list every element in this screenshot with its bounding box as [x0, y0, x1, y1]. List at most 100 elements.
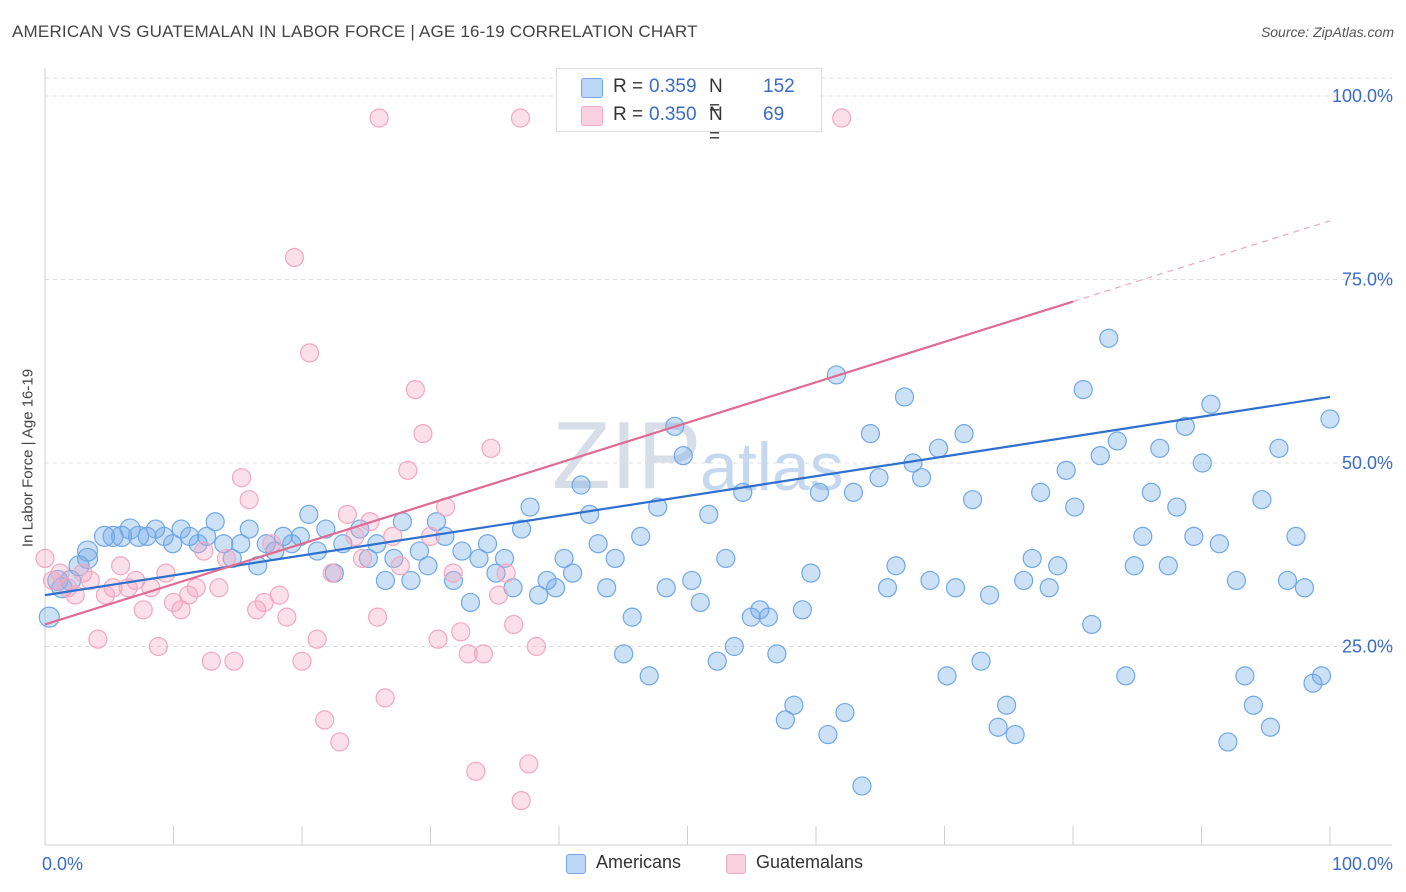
point-americans	[988, 717, 1008, 737]
point-americans	[1048, 556, 1068, 576]
trend-lines	[44, 220, 1331, 626]
point-americans	[1269, 438, 1289, 458]
point-americans	[656, 578, 676, 598]
legend-guatemalans-label: Guatemalans	[756, 852, 864, 872]
r-value: 0.359	[649, 76, 697, 97]
point-americans	[554, 548, 574, 569]
legend-americans-swatch	[566, 854, 586, 874]
point-americans	[792, 600, 812, 620]
point-americans	[690, 592, 710, 613]
point-americans	[1226, 570, 1246, 591]
point-americans	[1201, 394, 1221, 414]
point-americans	[639, 666, 659, 686]
point-americans	[784, 695, 804, 715]
x-tick-label-max: 100.0%	[1332, 854, 1393, 874]
point-americans	[571, 475, 591, 495]
legend-americans-label: Americans	[596, 852, 682, 872]
point-americans	[119, 518, 141, 540]
point-americans	[375, 570, 395, 591]
point-americans	[937, 666, 957, 686]
point-americans	[622, 607, 642, 627]
point-americans	[673, 446, 693, 466]
trend-extension-guatemalans	[1072, 220, 1331, 303]
n-value: 69	[763, 104, 785, 125]
stats-legend: R = 0.359 N = 152 R = 0.350 N = 69	[556, 68, 822, 147]
point-americans	[93, 525, 116, 548]
r-label: R =	[613, 104, 644, 125]
point-americans	[418, 556, 438, 576]
point-americans	[920, 570, 940, 591]
trend-line-guatemalans	[44, 300, 1074, 626]
point-guatemalans	[481, 438, 501, 458]
americans-swatch	[581, 78, 603, 98]
n-label: N =	[709, 104, 723, 147]
point-guatemalans	[413, 424, 433, 444]
point-guatemalans	[110, 556, 131, 576]
point-americans	[818, 724, 838, 745]
point-americans	[1209, 534, 1229, 554]
point-americans	[520, 497, 540, 517]
point-americans	[76, 540, 99, 562]
point-guatemalans	[466, 761, 486, 781]
point-americans	[1150, 438, 1170, 458]
point-americans	[1218, 732, 1238, 752]
y-tick-label: 25.0%	[1342, 637, 1393, 657]
point-americans	[1175, 416, 1195, 436]
point-guatemalans	[511, 791, 531, 811]
x-tick-label-min: 0.0%	[42, 854, 83, 874]
watermark-atlas: atlas	[700, 429, 844, 505]
point-americans	[1320, 409, 1340, 429]
point-guatemalans	[315, 710, 335, 730]
point-guatemalans	[80, 570, 100, 591]
point-americans	[716, 548, 736, 569]
point-guatemalans	[73, 563, 93, 583]
point-americans	[528, 585, 549, 605]
point-americans	[1031, 482, 1051, 502]
point-americans	[877, 578, 898, 598]
point-guatemalans	[369, 108, 389, 128]
point-guatemalans	[133, 600, 153, 620]
point-americans	[316, 519, 336, 539]
point-americans	[631, 526, 651, 547]
point-americans	[1124, 556, 1144, 576]
point-americans	[1005, 724, 1025, 745]
point-americans	[1014, 570, 1034, 591]
point-americans	[1039, 578, 1059, 598]
point-americans	[1082, 614, 1102, 635]
point-guatemalans	[292, 651, 312, 671]
point-americans	[724, 636, 744, 657]
point-americans	[299, 504, 319, 524]
point-guatemalans	[496, 563, 516, 583]
point-guatemalans	[307, 629, 327, 649]
point-americans	[1184, 526, 1204, 547]
point-americans	[954, 424, 974, 444]
chart-title: AMERICAN VS GUATEMALAN IN LABOR FORCE | …	[12, 22, 698, 41]
point-americans	[580, 504, 600, 524]
point-americans	[1141, 482, 1161, 502]
point-americans	[231, 534, 251, 554]
point-guatemalans	[375, 688, 395, 708]
point-guatemalans	[231, 468, 252, 488]
point-americans	[911, 468, 932, 488]
point-americans	[426, 512, 447, 532]
point-americans	[980, 585, 1000, 605]
point-americans	[460, 592, 481, 613]
point-americans	[76, 547, 99, 570]
point-guatemalans	[269, 585, 289, 605]
y-tick-label: 75.0%	[1342, 270, 1393, 290]
point-americans	[1277, 570, 1298, 591]
point-americans	[197, 526, 217, 547]
point-americans	[775, 710, 795, 730]
point-guatemalans	[284, 247, 305, 268]
point-guatemalans	[398, 460, 418, 480]
point-guatemalans	[88, 629, 108, 649]
point-americans	[110, 525, 133, 548]
point-guatemalans	[488, 585, 509, 605]
point-americans	[358, 548, 378, 569]
point-guatemalans	[428, 629, 448, 649]
point-guatemalans	[201, 651, 221, 671]
point-americans	[886, 556, 906, 576]
point-guatemalans	[299, 343, 320, 363]
point-americans	[801, 563, 821, 583]
